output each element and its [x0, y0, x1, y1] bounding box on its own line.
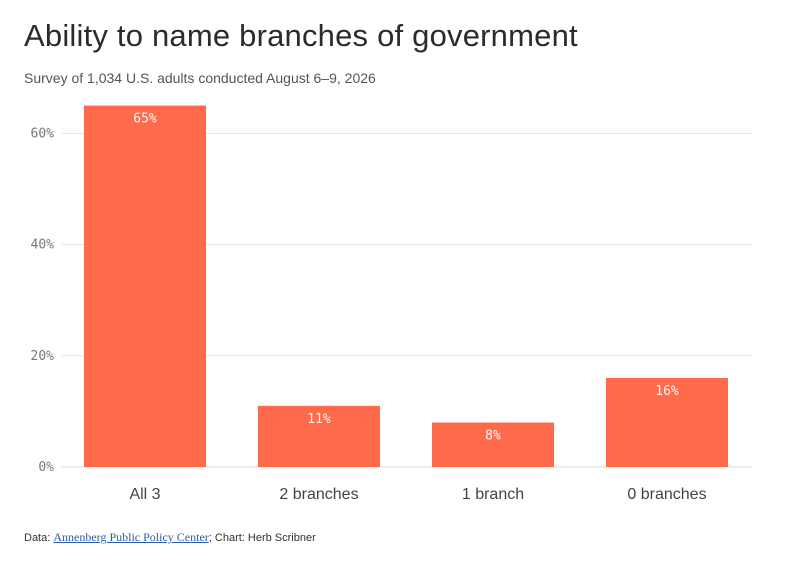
y-tick-label: 60% [31, 126, 55, 141]
x-axis-categories: All 3 2 branches 1 branch 0 branches [129, 486, 706, 503]
data-label: 11% [307, 412, 331, 427]
chart-footer: Data: Annenberg Public Policy Center; Ch… [24, 530, 316, 545]
footer-credit: ; Chart: Herb Scribner [208, 532, 316, 544]
bar [606, 378, 728, 467]
data-labels: 65% 11% 8% 16% [133, 112, 679, 444]
chart-subtitle: Survey of 1,034 U.S. adults conducted Au… [24, 70, 376, 86]
y-tick-label: 0% [38, 460, 54, 475]
source-link[interactable]: Annenberg Public Policy Center [53, 530, 209, 544]
data-label: 16% [655, 384, 679, 399]
bars [84, 105, 728, 467]
y-tick-label: 20% [31, 349, 55, 364]
x-category-label: 1 branch [462, 486, 524, 503]
data-label: 8% [485, 429, 501, 444]
bar [258, 405, 380, 467]
y-axis-ticks: 0% 20% 40% 60% [31, 126, 55, 475]
bar [432, 422, 554, 467]
bar [84, 105, 206, 467]
data-label: 65% [133, 112, 157, 127]
y-tick-label: 40% [31, 238, 55, 253]
footer-data-prefix: Data: [24, 532, 54, 544]
x-category-label: 2 branches [279, 486, 358, 503]
chart-title: Ability to name branches of government [24, 18, 578, 53]
x-category-label: 0 branches [627, 486, 706, 503]
x-category-label: All 3 [129, 486, 160, 503]
